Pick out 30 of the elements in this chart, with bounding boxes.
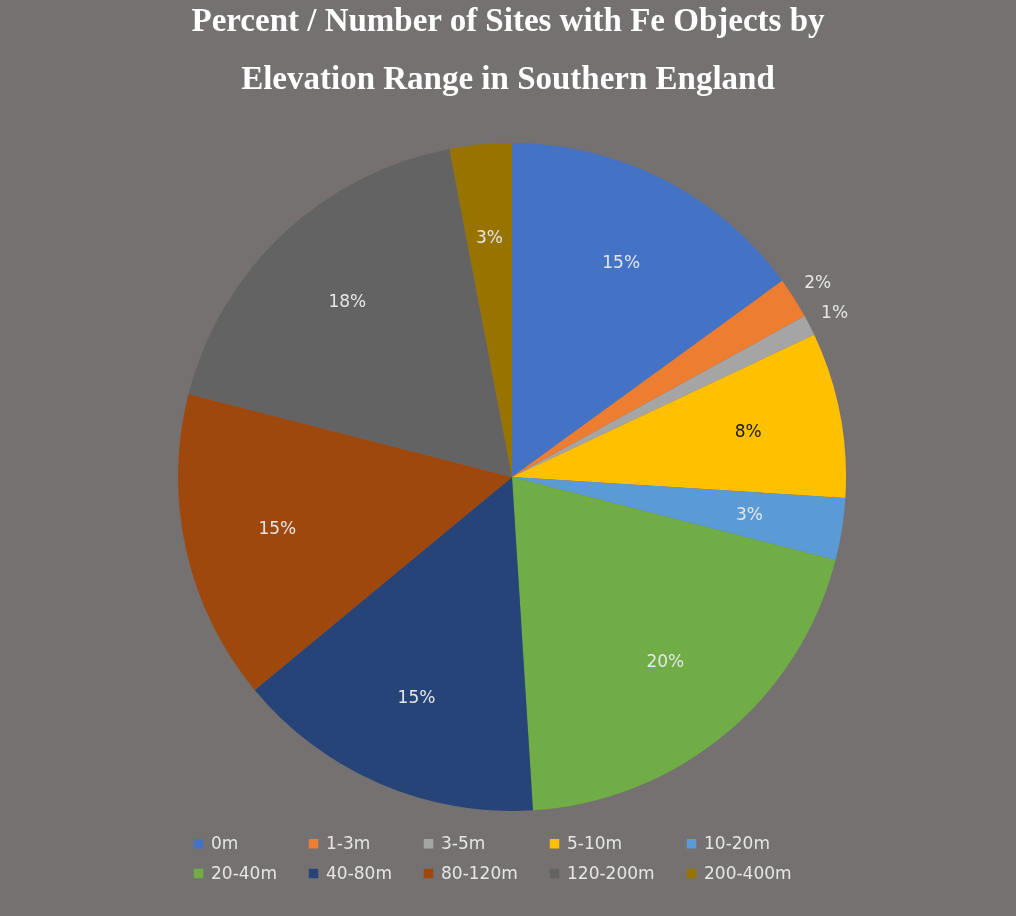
legend-label: 0m [211,832,239,853]
pie-slice [512,477,836,811]
pie-slice [449,143,512,477]
legend-label: 80-120m [441,862,518,883]
data-label: 15% [602,251,641,272]
legend-label: 120-200m [567,862,655,883]
data-label: 15% [258,518,297,539]
pie-slice [254,477,533,811]
data-label: 8% [734,420,762,441]
legend-label: 10-20m [704,832,770,853]
data-label: 3% [736,503,764,524]
data-label: 1% [821,301,849,322]
legend-label: 5-10m [567,832,623,853]
data-label: 18% [328,290,367,311]
legend-label: 3-5m [441,832,486,853]
data-label: 2% [804,272,832,293]
pie-slice [188,148,512,477]
legend-label: 1-3m [326,832,371,853]
legend-label: 40-80m [326,862,392,883]
chart-title: Percent / Number of Sites with Fe Objects by Elevation Range in Southern England [191,1,825,96]
data-label: 3% [475,226,503,247]
data-label: 20% [646,651,685,672]
pie-slice [512,143,783,477]
pie-slice [178,393,512,690]
pie-slice [512,477,846,561]
data-label: 15% [397,686,436,707]
legend-label: 200-400m [704,862,792,883]
legend-label: 20-40m [211,862,277,883]
pie-slice [512,280,805,477]
pie-slice [512,334,846,498]
